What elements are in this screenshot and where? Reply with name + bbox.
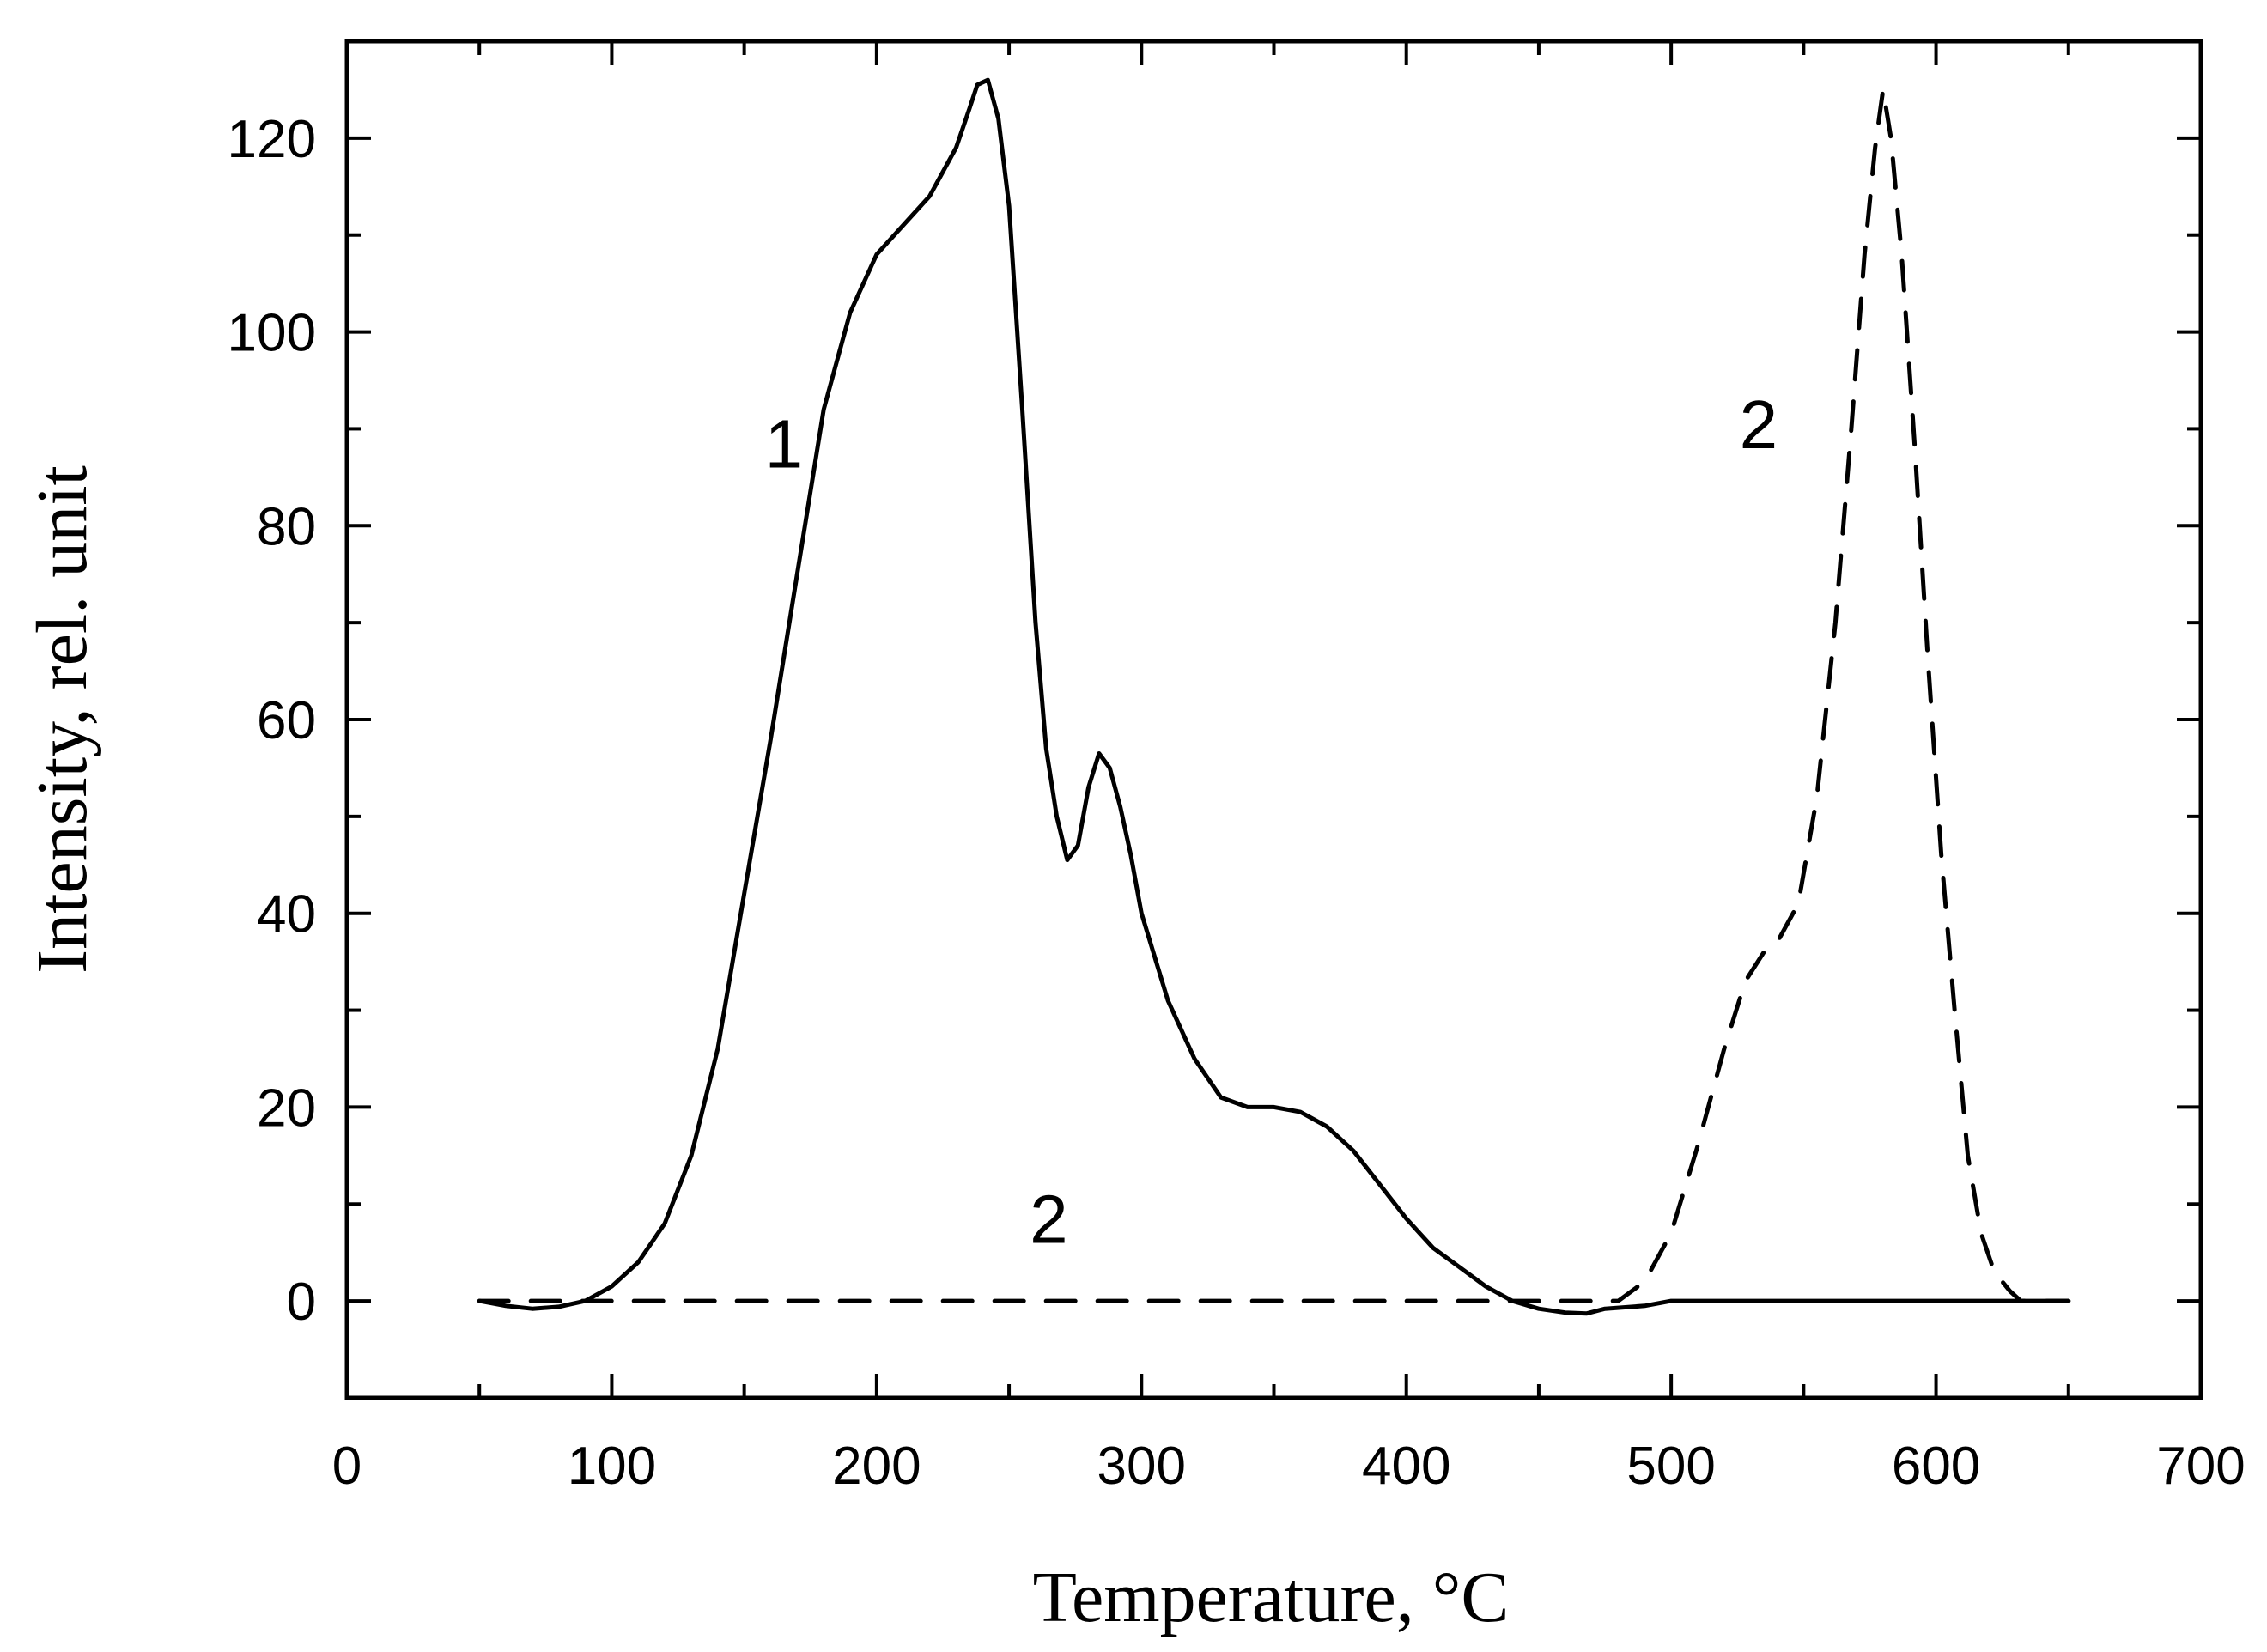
x-axis-ticks: 0 100 200 300 400 500 600 700 [332,41,2246,1496]
y-tick-label: 100 [228,304,316,363]
x-tick-label: 300 [1097,1436,1186,1496]
plot-frame [344,39,2203,1400]
x-tick-label: 700 [2156,1436,2245,1496]
x-tick-label: 600 [1892,1436,1980,1496]
x-tick-label: 400 [1362,1436,1450,1496]
y-tick-label: 60 [257,691,316,750]
series-1-line [477,77,2071,1316]
curve-label: 2 [1740,386,1778,463]
y-tick-label: 80 [257,497,316,556]
y-tick-label: 120 [228,110,316,169]
y-tick-label: 20 [257,1078,316,1138]
x-tick-label: 200 [832,1436,921,1496]
y-tick-label: 40 [257,885,316,944]
series-2-line [477,87,2071,1303]
curve-label: 2 [1030,1181,1068,1257]
annotation-layer: 1 2 2 [765,386,1778,1257]
series-layer [477,77,2071,1316]
x-tick-label: 100 [568,1436,656,1496]
x-tick-label: 500 [1626,1436,1715,1496]
x-tick-label: 0 [332,1436,362,1496]
x-axis-title: Temperature, °C [1033,1558,1510,1637]
curve-label: 1 [765,406,804,483]
y-tick-label: 0 [287,1272,316,1332]
y-axis-title: Intensity, rel. unit [22,465,102,974]
y-axis-ticks: 0 20 40 60 80 100 120 [228,39,2201,1400]
